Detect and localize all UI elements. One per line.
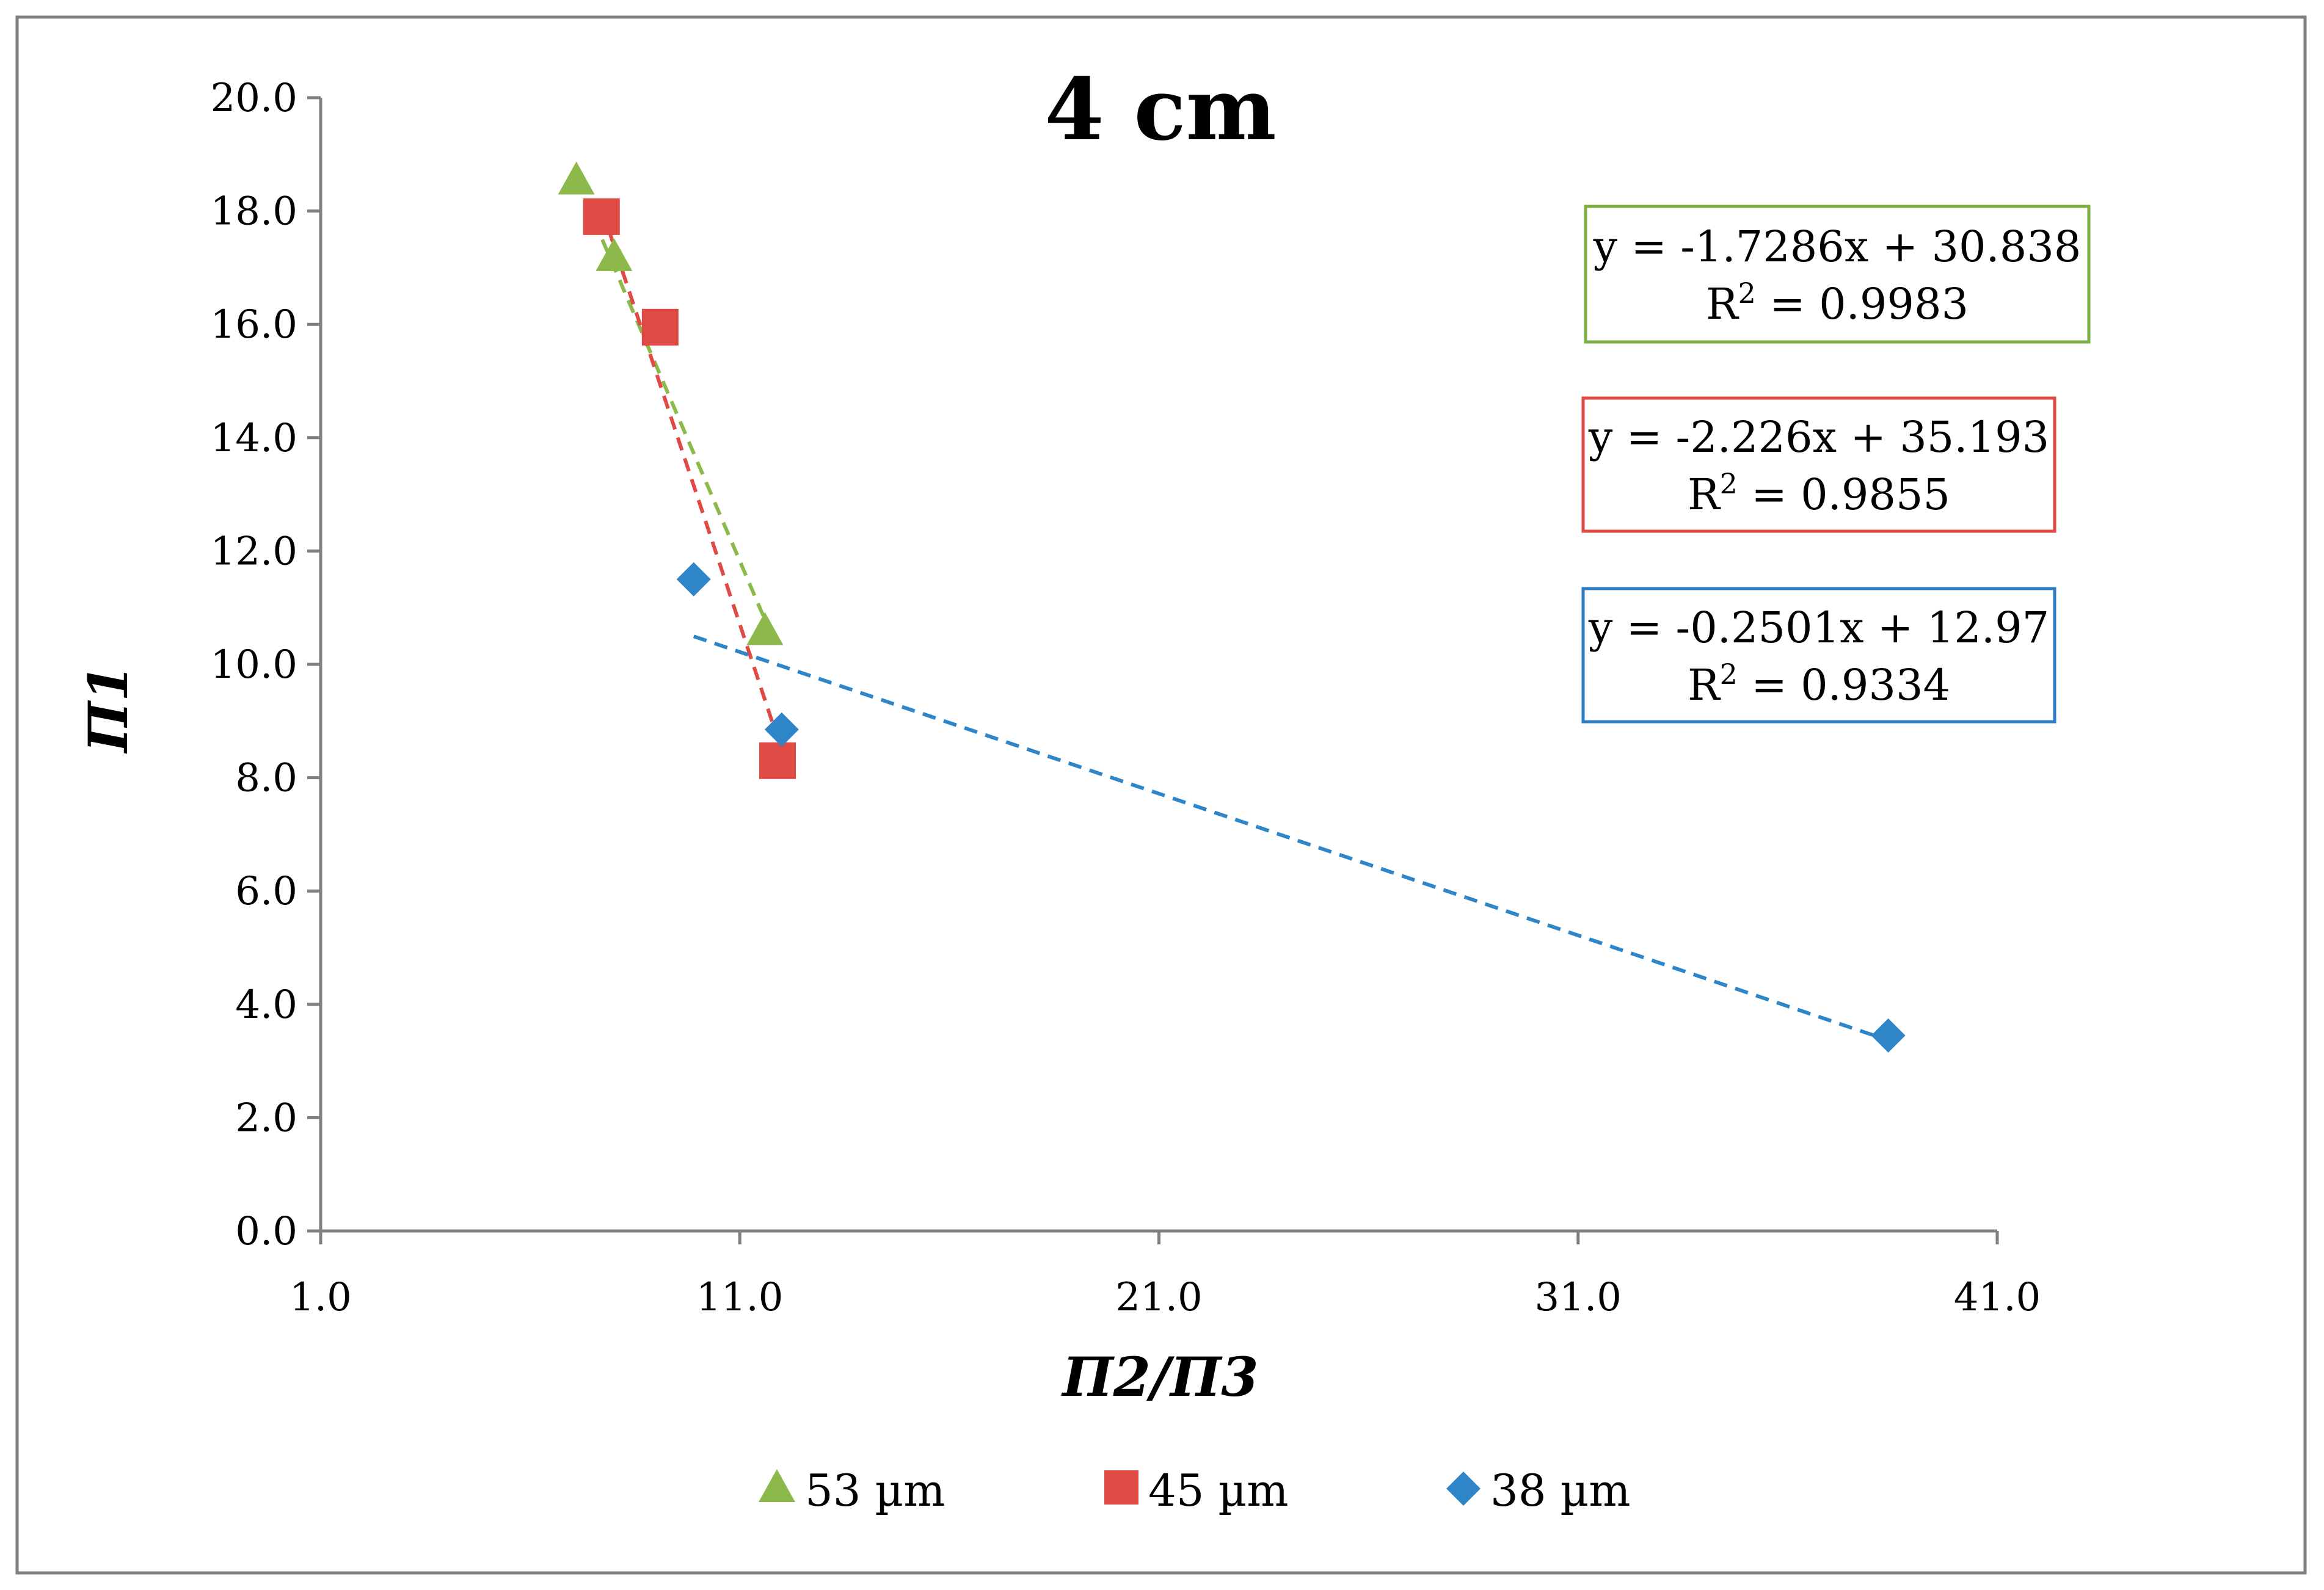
legend-diamond-marker	[1446, 1472, 1481, 1506]
x-axis-ticks: 1.0 11.0 21.0 31.0 41.0	[290, 1231, 2041, 1320]
data-point-diamond	[676, 562, 711, 597]
y-tick-label: 14.0	[211, 416, 298, 461]
equation-box-38: y = -0.2501x + 12.97 R2 = 0.9334	[1581, 587, 2056, 724]
y-axis-ticks: 0.0 2.0 4.0 6.0 8.0 10.0 12.0 14.0 16.0 18.0 20.0	[211, 76, 321, 1254]
x-tick-label: 41.0	[1954, 1275, 2041, 1320]
y-tick-label: 6.0	[235, 869, 297, 914]
x-tick-label: 21.0	[1115, 1275, 1203, 1320]
legend-item-45: 45 µm	[1104, 1465, 1289, 1516]
data-point-square	[641, 308, 679, 346]
data-point-triangle	[558, 161, 595, 195]
legend-item-38: 38 µm	[1446, 1465, 1631, 1516]
trendline	[693, 634, 1889, 1042]
data-point-triangle	[746, 612, 784, 645]
legend-label: 45 µm	[1148, 1465, 1289, 1516]
y-tick-label: 10.0	[211, 642, 298, 688]
r-squared-superscript: 2	[1738, 277, 1756, 310]
r-squared-text: R2 = 0.9334	[1688, 658, 1950, 710]
r-squared-superscript: 2	[1720, 467, 1738, 500]
equation-text: y = -0.2501x + 12.97	[1588, 603, 2049, 653]
r-squared-value: = 0.9334	[1738, 660, 1950, 710]
r-squared-label: R	[1688, 470, 1721, 520]
y-tick-label: 2.0	[235, 1095, 297, 1141]
chart-title: 4 cm	[1044, 60, 1277, 160]
r-squared-text: R2 = 0.9855	[1688, 467, 1950, 520]
legend-label: 38 µm	[1490, 1465, 1631, 1516]
r-squared-text: R2 = 0.9983	[1706, 277, 1969, 329]
equation-box-frame	[1581, 587, 2056, 724]
x-tick-label: 1.0	[290, 1275, 352, 1320]
y-tick-label: 20.0	[211, 76, 298, 121]
y-tick-label: 0.0	[235, 1209, 297, 1254]
legend-triangle-marker	[759, 1469, 795, 1502]
data-point-diamond	[764, 712, 799, 747]
y-tick-label: 12.0	[211, 529, 298, 574]
y-tick-label: 16.0	[211, 302, 298, 347]
equation-text: y = -2.226x + 35.193	[1588, 412, 2049, 462]
legend-item-53: 53 µm	[759, 1465, 945, 1516]
equation-box-frame	[1584, 205, 2091, 344]
y-tick-label: 4.0	[235, 982, 297, 1028]
y-axis-title: Π1	[76, 664, 140, 754]
equation-box-frame	[1581, 396, 2056, 533]
equation-text: y = -1.7286x + 30.838	[1593, 222, 2082, 272]
r-squared-superscript: 2	[1720, 658, 1738, 691]
trendline	[599, 207, 779, 739]
equation-box-53: y = -1.7286x + 30.838 R2 = 0.9983	[1584, 205, 2091, 344]
equation-box-45: y = -2.226x + 35.193 R2 = 0.9855	[1581, 396, 2056, 533]
r-squared-label: R	[1706, 279, 1739, 329]
data-point-diamond	[1871, 1018, 1906, 1053]
r-squared-label: R	[1688, 660, 1721, 710]
y-tick-label: 18.0	[211, 189, 298, 234]
r-squared-value: = 0.9983	[1756, 279, 1969, 329]
data-point-square	[759, 742, 796, 779]
data-point-triangle	[596, 238, 633, 271]
data-markers	[558, 161, 1906, 1053]
x-axis-title: Π2/Π3	[1061, 1345, 1259, 1409]
legend-square-marker	[1104, 1470, 1138, 1505]
trendlines	[574, 178, 1889, 1042]
r-squared-value: = 0.9855	[1738, 470, 1950, 520]
legend: 53 µm 45 µm 38 µm	[759, 1465, 1631, 1516]
data-point-square	[583, 198, 620, 235]
legend-label: 53 µm	[805, 1465, 945, 1516]
x-tick-label: 31.0	[1535, 1275, 1622, 1320]
trendline	[574, 178, 767, 621]
y-tick-label: 8.0	[235, 756, 297, 801]
x-tick-label: 11.0	[696, 1275, 784, 1320]
